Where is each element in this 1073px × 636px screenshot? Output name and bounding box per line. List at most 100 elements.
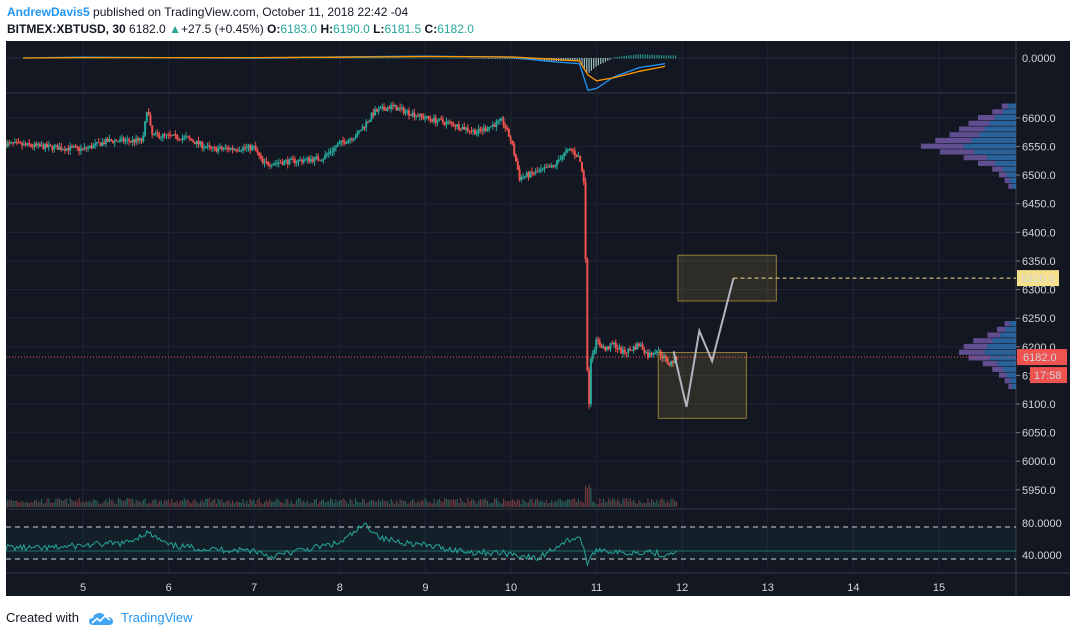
candle-body xyxy=(408,110,411,116)
candle-body xyxy=(406,110,409,112)
volume-profile-bar-buy xyxy=(995,160,1016,166)
candle-body xyxy=(286,160,289,165)
candle-body xyxy=(29,144,32,147)
candle-body xyxy=(268,164,271,166)
candle-body xyxy=(481,130,484,132)
candle-body xyxy=(126,139,129,141)
candle-body xyxy=(600,345,603,349)
candle-body xyxy=(327,152,330,155)
price-tick-label: 6500.0 xyxy=(1022,170,1056,182)
footer: Created with TradingView xyxy=(6,610,193,626)
candle-body xyxy=(634,346,637,350)
candle-body xyxy=(547,166,550,168)
countdown-badge xyxy=(1030,367,1067,384)
tradingview-logo-icon xyxy=(88,612,113,625)
drawings-layer[interactable] xyxy=(657,254,1016,419)
tradingview-link[interactable]: TradingView xyxy=(121,610,193,625)
rsi-line xyxy=(6,522,677,568)
author-name[interactable]: AndrewDavis5 xyxy=(7,5,90,19)
open-value: 6183.0 xyxy=(280,22,318,36)
candle-body xyxy=(333,148,336,152)
candle-body xyxy=(85,147,88,149)
candle-body xyxy=(292,158,295,160)
volume-profile-bar-buy xyxy=(989,120,1016,126)
candle-body xyxy=(320,160,323,162)
candle-body xyxy=(94,143,97,145)
candle-body xyxy=(602,347,605,349)
change-value: +27.5 (+0.45%) xyxy=(180,22,264,36)
candle-body xyxy=(78,147,81,151)
candle-body xyxy=(331,151,334,153)
macd-tick-label: 0.0000 xyxy=(1022,53,1056,65)
candle-body xyxy=(639,344,642,346)
target-price-label: 6320.0 xyxy=(1021,273,1055,285)
candle-body xyxy=(507,128,510,137)
publish-line: AndrewDavis5 published on TradingView.co… xyxy=(7,5,408,19)
candle-body xyxy=(270,165,273,167)
candle-body xyxy=(301,159,304,163)
candle-body xyxy=(231,148,234,150)
candle-body xyxy=(525,172,528,177)
candle-body xyxy=(62,149,65,151)
candle-body xyxy=(222,148,225,150)
candle-body xyxy=(163,134,166,136)
candle-body xyxy=(465,127,468,130)
candle-body xyxy=(486,129,489,131)
time-tick-label: 12 xyxy=(676,582,688,594)
candle-body xyxy=(648,352,651,358)
candle-body xyxy=(283,160,286,165)
time-tick-label: 8 xyxy=(337,582,343,594)
candle-body xyxy=(293,159,296,164)
candle-body xyxy=(577,155,580,157)
volume-profile-bar-sell xyxy=(1004,321,1010,327)
candle-body xyxy=(47,144,50,148)
candle-body xyxy=(42,144,45,150)
candle-body xyxy=(199,141,202,145)
candle-body xyxy=(625,352,628,354)
candle-body xyxy=(650,352,653,355)
candle-body xyxy=(456,124,459,127)
candle-body xyxy=(554,165,557,167)
chart-canvas[interactable]: 6600.0 6550.0 6500.0 6450.0 6400.0 6350.0 6300… xyxy=(6,41,1070,596)
candle-body xyxy=(579,155,582,162)
candle-body xyxy=(297,159,300,163)
candle-body xyxy=(666,358,669,364)
candle-body xyxy=(12,142,15,144)
candle-body xyxy=(356,132,359,138)
ohlc-line: BITMEX:XBTUSD, 30 6182.0 ▲+27.5 (+0.45%)… xyxy=(7,22,474,36)
candle-body xyxy=(290,158,293,160)
volume-profile-bar-sell xyxy=(921,143,964,149)
candle-body xyxy=(229,148,232,150)
candle-body xyxy=(449,121,452,123)
candle-body xyxy=(110,139,113,141)
close-label: C: xyxy=(424,22,438,36)
candle-body xyxy=(279,162,282,164)
low-label: L: xyxy=(373,22,385,36)
candle-body xyxy=(675,356,678,361)
candle-body xyxy=(249,145,252,151)
candle-body xyxy=(133,139,136,143)
candle-body xyxy=(129,141,132,143)
candle-body xyxy=(74,146,77,148)
candle-body xyxy=(399,107,402,109)
candle-body xyxy=(245,147,248,149)
candle-body xyxy=(459,129,462,131)
candle-body xyxy=(192,140,195,143)
volume-profile-bar-sell xyxy=(940,149,975,155)
candle-body xyxy=(611,343,614,345)
candle-body xyxy=(468,130,471,132)
candle-body xyxy=(429,118,432,120)
candle-body xyxy=(520,177,523,181)
candle-body xyxy=(638,343,641,346)
volume-profile-bar-buy xyxy=(1006,372,1016,378)
volume-profile-bar-buy xyxy=(1009,177,1016,184)
candle-body xyxy=(377,108,380,112)
candle-body xyxy=(317,156,320,160)
candle-body xyxy=(161,134,164,138)
candle-body xyxy=(37,143,40,146)
candle-body xyxy=(92,144,95,149)
candle-body xyxy=(556,160,559,166)
price-candles xyxy=(6,101,1016,409)
candle-body xyxy=(595,339,598,350)
price-tick-label: 6000.0 xyxy=(1022,456,1056,468)
